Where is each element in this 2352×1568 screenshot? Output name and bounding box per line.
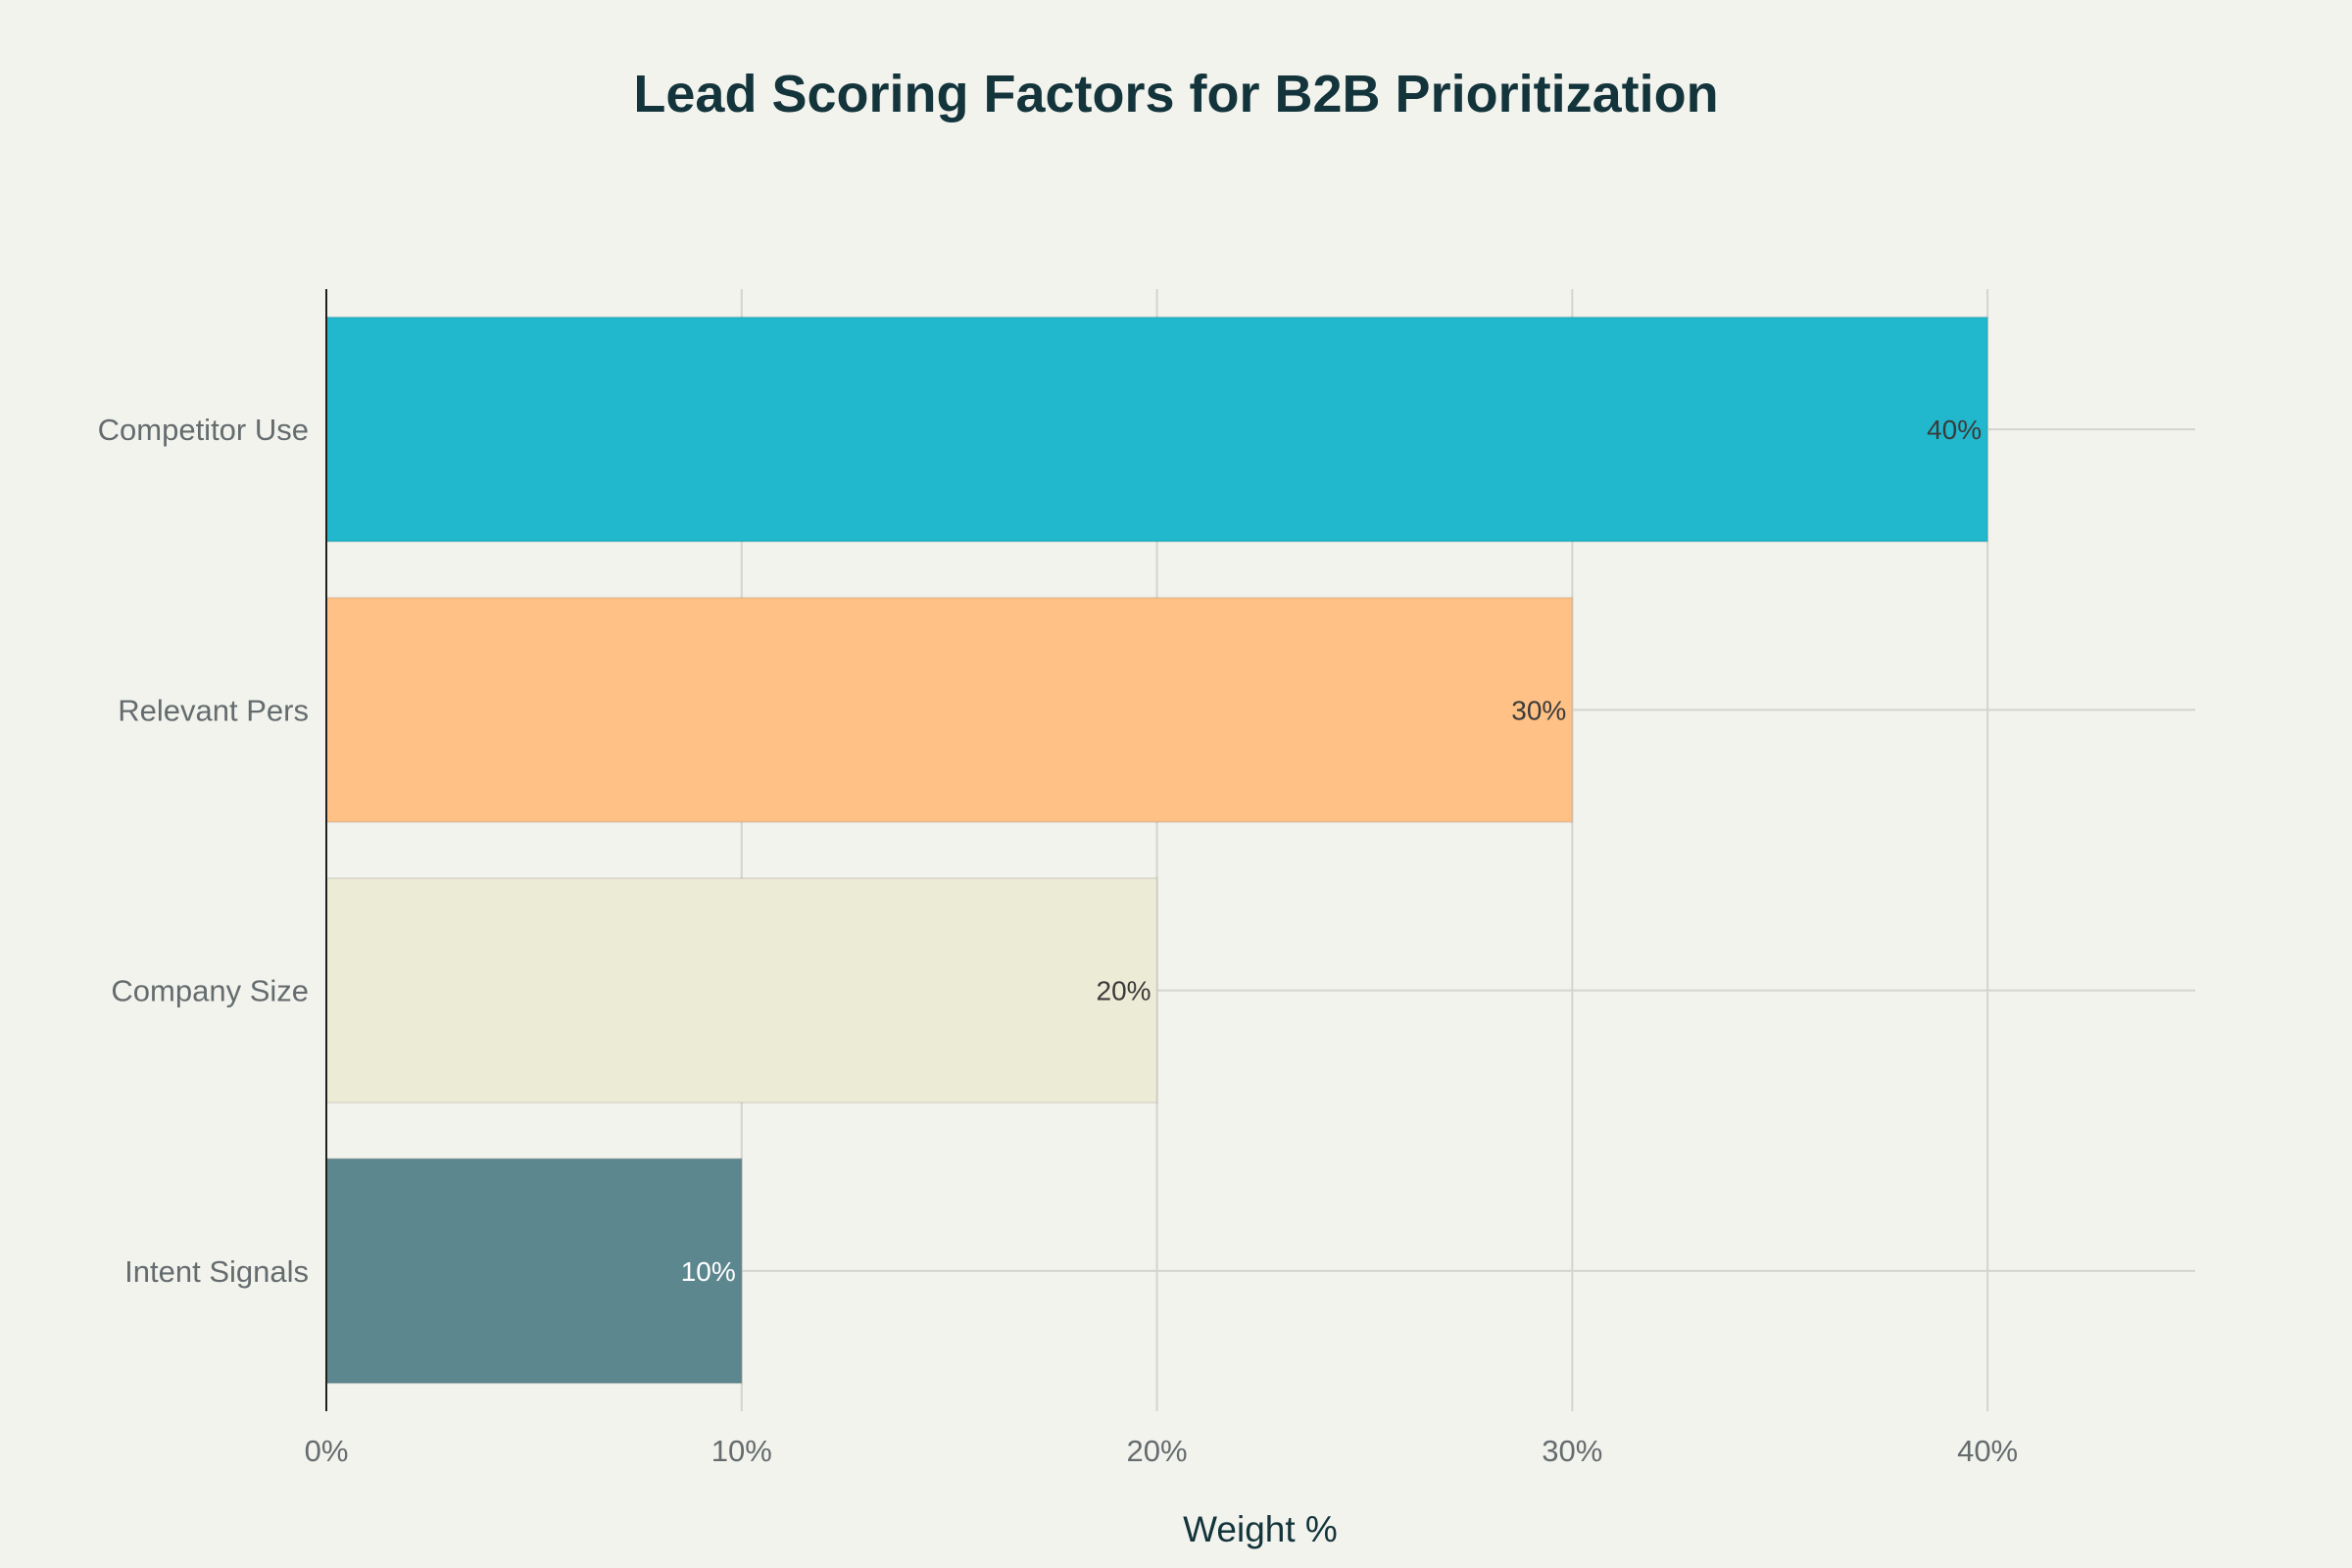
x-tick-label: 0% xyxy=(305,1434,349,1468)
data-label: 20% xyxy=(1097,976,1152,1006)
y-tick-label: Intent Signals xyxy=(124,1254,309,1289)
x-tick-label: 20% xyxy=(1127,1434,1188,1468)
y-tick-label: Relevant Pers xyxy=(118,693,309,727)
x-tick-label: 10% xyxy=(711,1434,772,1468)
data-label: 30% xyxy=(1511,695,1566,725)
data-label: 40% xyxy=(1927,415,1982,445)
x-axis-title: Weight % xyxy=(1183,1509,1338,1549)
chart-title: Lead Scoring Factors for B2B Prioritizat… xyxy=(633,65,1718,123)
y-tick-label: Company Size xyxy=(111,974,309,1008)
bar xyxy=(325,316,1989,543)
y-tick-label: Competitor Use xyxy=(98,413,309,447)
data-label: 10% xyxy=(681,1256,736,1287)
x-tick-label: 30% xyxy=(1542,1434,1602,1468)
bar xyxy=(325,596,1574,823)
bar xyxy=(325,1157,743,1385)
bar xyxy=(325,877,1158,1104)
bars xyxy=(325,316,1989,1385)
x-axis: 0% 10% 20% 30% 40% xyxy=(305,1434,2019,1468)
data-labels: 40% 30% 20% 10% xyxy=(681,415,1982,1287)
y-axis: Competitor Use Relevant Pers Company Size I… xyxy=(98,289,327,1411)
x-tick-label: 40% xyxy=(1957,1434,2018,1468)
